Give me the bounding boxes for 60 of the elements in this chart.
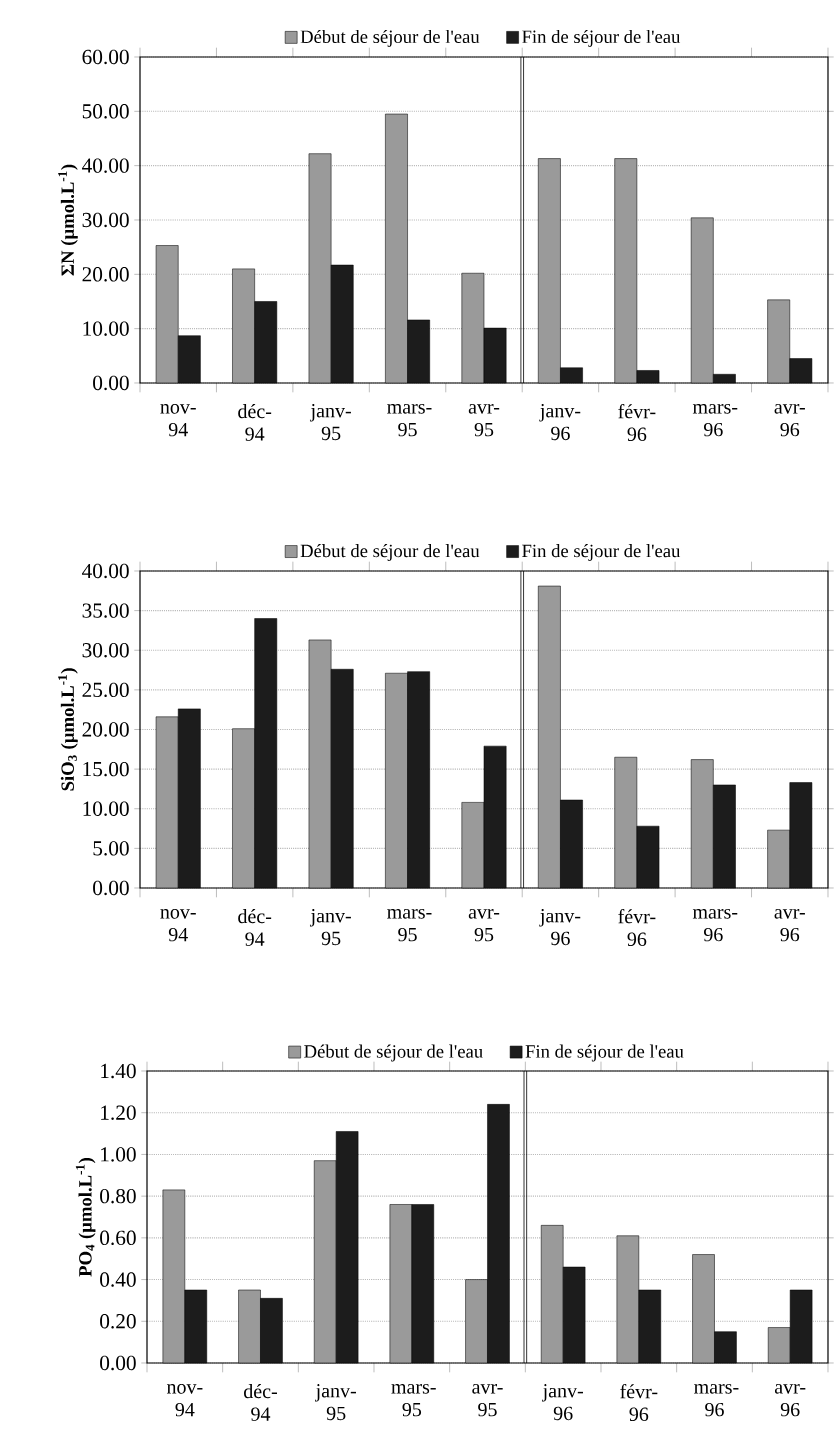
legend-label: Fin de séjour de l'eau [525, 1044, 684, 1062]
y-tick-label: 25.00 [82, 682, 129, 698]
y-tick-label: 0.00 [93, 880, 129, 896]
y-tick-label: 0.40 [100, 1272, 136, 1287]
x-tick-label: avr-96 [774, 1384, 806, 1417]
y-tick-label: 30.00 [82, 643, 129, 658]
x-tick-label: déc-94 [244, 1384, 277, 1421]
x-tick-label: févr-96 [618, 404, 656, 441]
y-tick-label: 0.00 [100, 1355, 136, 1371]
y-tick-label: 10.00 [83, 801, 129, 816]
x-tick-label: mars-95 [387, 909, 432, 942]
legend-label: Début de séjour de l'eau [304, 1044, 483, 1062]
legend-label: Fin de séjour de l'eau [522, 544, 681, 562]
y-tick-label: 15.00 [83, 761, 129, 777]
x-tick-label: janv-96 [542, 1384, 583, 1421]
x-tick-label: janv-95 [309, 909, 351, 946]
y-tick-label: 0.80 [100, 1188, 136, 1204]
y-tick-label: 35.00 [82, 603, 129, 618]
x-tick-label: févr-96 [618, 909, 656, 946]
legend-label: Début de séjour de l'eau [300, 544, 480, 562]
x-tick-label: nov-94 [160, 404, 196, 437]
x-tick-label: mars-95 [391, 1384, 436, 1417]
y-tick-label: 10.00 [83, 321, 129, 336]
y-tick-label: 20.00 [82, 722, 129, 737]
y-tick-label: 5.00 [93, 841, 129, 856]
text: SiO$_{3}$ (µmol.L$^{-1}$) [58, 668, 78, 791]
x-tick-label: déc-94 [238, 404, 272, 441]
x-tick-label: avr-96 [774, 909, 805, 942]
y-tick-label: 1.00 [101, 1147, 136, 1162]
x-tick-label: janv-96 [539, 909, 581, 946]
x-tick-label: mars-95 [387, 404, 432, 437]
x-tick-label: nov-94 [166, 1384, 203, 1417]
x-tick-label: avr-95 [468, 909, 500, 942]
y-tick-label: 60.00 [82, 49, 129, 65]
x-tick-label: janv-96 [539, 404, 581, 441]
legend-label: Début de séjour de l'eau [300, 29, 480, 47]
x-tick-label: mars-96 [692, 404, 738, 437]
y-tick-label: 20.00 [82, 267, 129, 282]
y-tick-label: 40.00 [82, 158, 129, 173]
x-tick-label: janv-95 [315, 1384, 356, 1421]
y-tick-label: 0.00 [93, 375, 129, 391]
y-tick-label: 1.20 [101, 1105, 136, 1120]
x-tick-label: avr-96 [774, 404, 805, 437]
x-tick-label: nov-94 [160, 909, 196, 942]
text: ΣN (µmol.L$^{-1}$) [58, 164, 78, 276]
x-tick-label: avr-95 [472, 1384, 503, 1417]
legend-label: Fin de séjour de l'eau [522, 29, 681, 47]
x-tick-label: avr-95 [468, 404, 500, 437]
y-tick-label: 0.20 [100, 1314, 136, 1329]
y-tick-label: 40.00 [82, 563, 129, 579]
text: PO$_{4}$ (µmol.L$^{-1}$) [75, 1157, 96, 1277]
x-tick-label: déc-94 [238, 909, 272, 946]
y-tick-label: 1.40 [101, 1063, 136, 1079]
x-tick-label: févr-96 [620, 1384, 658, 1422]
x-tick-label: mars-96 [692, 909, 738, 942]
x-tick-label: janv-95 [309, 404, 351, 441]
x-tick-label: mars-96 [694, 1384, 739, 1417]
y-tick-label: 30.00 [82, 212, 129, 228]
y-tick-label: 0.60 [100, 1230, 136, 1246]
y-tick-label: 50.00 [82, 104, 129, 119]
